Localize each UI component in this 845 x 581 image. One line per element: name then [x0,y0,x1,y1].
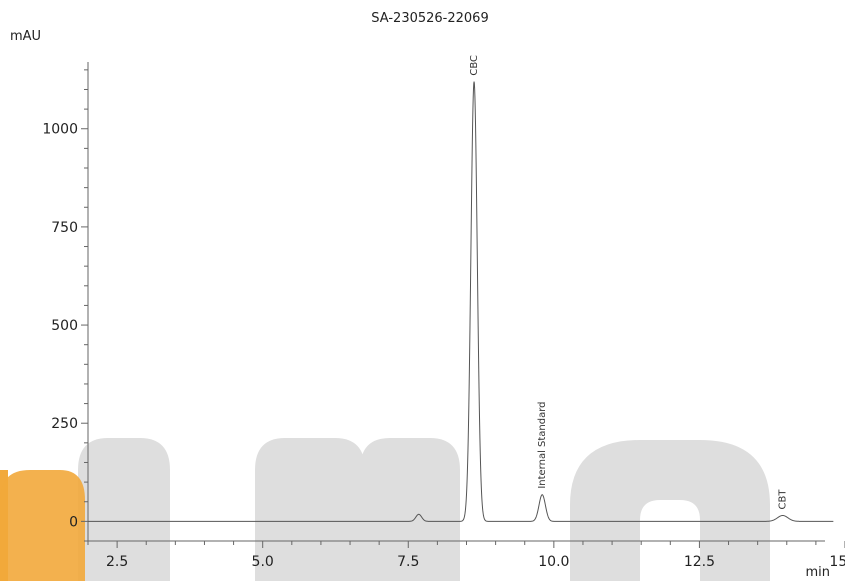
watermark-shape [78,438,170,581]
y-tick-label: 1000 [42,122,78,138]
peak-label: CBT [778,489,789,510]
y-tick-label: 250 [51,416,78,432]
plot-area [88,81,834,522]
x-tick-label: 10.0 [538,554,569,570]
y-tick-label: 0 [69,514,78,530]
y-tick-label: 750 [51,220,78,236]
signal-trace [88,81,834,522]
axes: 0 250 500 750 1000 2.5 5.0 7.5 10.0 12.5 15.0 [42,62,845,570]
watermark-shape [255,438,365,581]
chart-title: SA-230526-22069 [371,11,488,26]
peak-label: CBC [469,55,480,76]
x-axis-title: min [805,565,830,580]
peak-label: Internal Standard [537,401,548,488]
watermark-logo [0,438,770,581]
watermark-shape [360,438,460,581]
y-axis-title: mAU [10,29,41,44]
x-tick-label: 5.0 [252,554,274,570]
y-tick-label: 500 [51,318,78,334]
watermark-accent [0,470,85,581]
peak-labels: CBC Internal Standard CBT [469,55,789,510]
x-tick-label: 12.5 [684,554,715,570]
x-tick-label: 15.0 [829,554,845,570]
x-tick-label: 7.5 [397,554,419,570]
x-tick-label: 2.5 [106,554,128,570]
watermark-shape [570,440,770,581]
